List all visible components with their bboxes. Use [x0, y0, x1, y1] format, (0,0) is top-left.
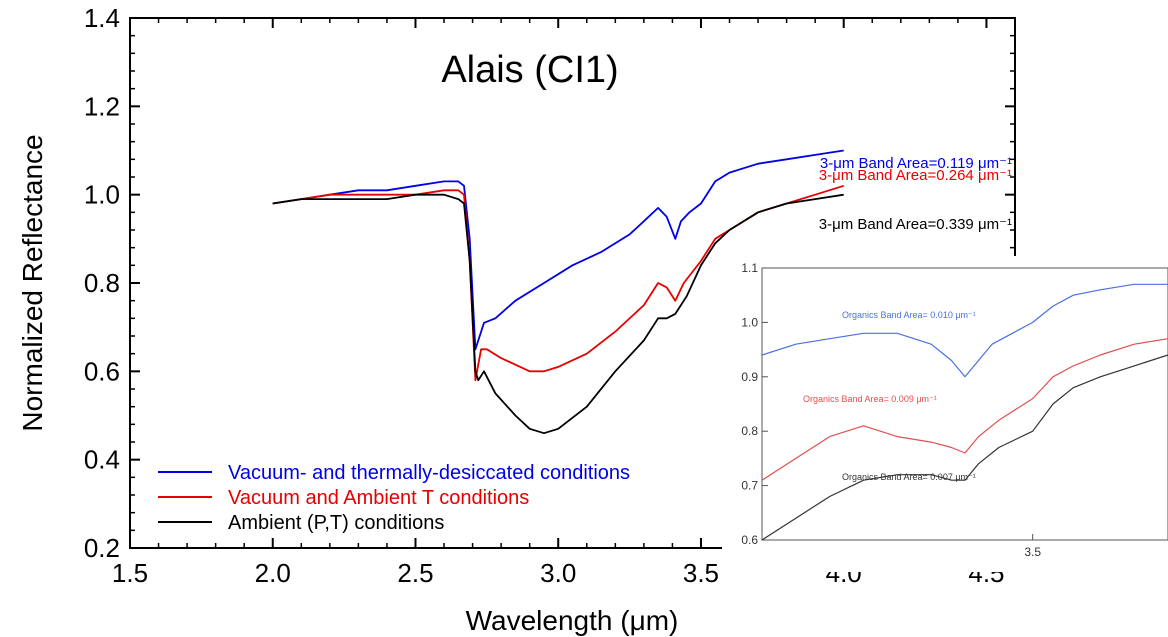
series-line-0 [272, 149, 844, 351]
band-label-red: 3-μm Band Area=0.264 μm⁻¹ [819, 167, 1012, 184]
inset-lines [761, 283, 1168, 541]
inset-series-line-1 [761, 338, 1168, 481]
inset-y-tick-label: 1.1 [741, 261, 758, 275]
inset-y-tick-label: 0.7 [741, 479, 758, 493]
band-label-blue: 3-μm Band Area=0.119 μm⁻¹ [820, 155, 1012, 172]
y-tick-label: 0.6 [84, 356, 120, 386]
inset-series-line-0 [761, 283, 1168, 378]
x-axis-title: Wavelength (μm) [466, 605, 679, 636]
series-line-2 [272, 193, 844, 435]
legend-entry-red: Vacuum and Ambient T conditions [228, 487, 529, 509]
inset-y-tick-label: 0.8 [741, 424, 758, 438]
y-tick-label: 1.0 [84, 180, 120, 210]
x-tick-label: 2.5 [397, 558, 433, 588]
x-tick-label: 2.0 [255, 558, 291, 588]
band-label-black: 3-μm Band Area=0.339 μm⁻¹ [819, 216, 1012, 233]
y-tick-label: 1.2 [84, 91, 120, 121]
inset-label-red: Organics Band Area= 0.009 μm⁻¹ [803, 394, 937, 404]
inset-frame [761, 267, 1168, 541]
inset-axes: 0.6 0.7 0.8 0.9 1.0 1.1 3.5 [741, 261, 1041, 559]
legend-entry-black: Ambient (P,T) conditions [228, 512, 444, 534]
y-axis-title: Normalized Reflectance [17, 134, 48, 431]
inset-chart: 0.6 0.7 0.8 0.9 1.0 1.1 3.5 Organics Band Area… [722, 256, 1168, 572]
y-tick-label: 0.4 [84, 445, 120, 475]
inset-series-line-2 [761, 354, 1168, 541]
y-tick-label: 0.8 [84, 268, 120, 298]
x-tick-label: 3.0 [540, 558, 576, 588]
legend-entry-blue: Vacuum- and thermally-desiccated conditi… [228, 462, 630, 484]
inset-x-tick-label: 3.5 [1024, 545, 1041, 559]
inset-background [722, 256, 1168, 572]
inset-label-blue: Organics Band Area= 0.010 μm⁻¹ [842, 310, 976, 320]
inset-label-black: Organics Band Area= 0.007 μm⁻¹ [842, 472, 976, 482]
plot-title: Alais (CI1) [441, 49, 618, 91]
inset-y-tick-label: 1.0 [741, 315, 758, 329]
x-tick-label: 1.5 [112, 558, 148, 588]
inset-y-tick-label: 0.6 [741, 533, 758, 547]
legend: Vacuum- and thermally-desiccated conditi… [158, 462, 630, 534]
y-tick-label: 0.2 [84, 533, 120, 563]
series-lines [272, 149, 844, 435]
y-tick-label: 1.4 [84, 3, 120, 33]
inset-y-tick-label: 0.9 [741, 370, 758, 384]
x-tick-label: 3.5 [683, 558, 719, 588]
